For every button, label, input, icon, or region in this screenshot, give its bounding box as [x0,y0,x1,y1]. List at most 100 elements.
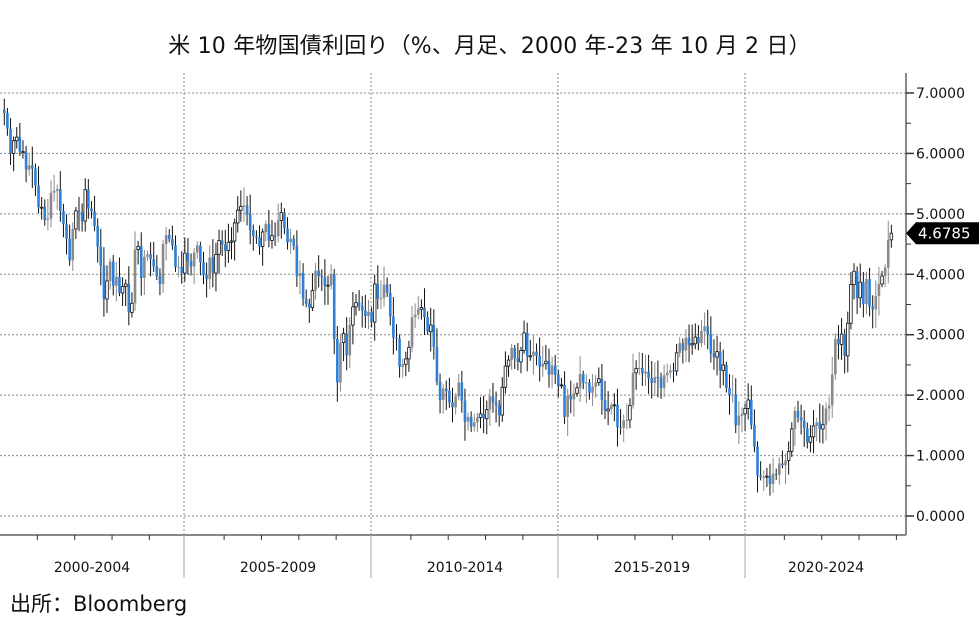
candle-body-down [65,224,68,239]
candle-body-neutral [662,375,666,388]
candle-body-neutral [466,416,470,422]
candle-body-down [102,265,106,300]
candle-body-down [650,378,653,384]
candle-body-down [9,128,12,154]
candle-body-neutral [242,205,246,207]
candle-body-neutral [637,367,641,369]
candle-body-down [99,246,103,266]
candle-body-up [351,306,355,326]
candle-body-down [308,303,311,308]
candle-body-down [837,338,840,345]
candle-body-down [152,259,155,267]
candle-body-down [68,238,71,261]
candle-body-neutral [55,189,59,191]
candle-body-down [395,337,398,339]
candle-body-up [839,333,844,345]
candle-body-down [286,228,289,243]
candle-body-neutral [49,192,53,219]
candle-body-up [83,189,87,222]
candle-body-down [672,370,675,372]
candle-body-down [681,343,685,351]
candle-body-up [372,283,377,323]
candle-body-up [239,206,243,211]
candle-body-neutral [700,331,703,344]
candle-body-down [90,208,93,212]
chart-title: 米 10 年物国債利回り（%、月足、2000 年-23 年 10 月 2 日） [168,34,811,59]
candle-body-down [438,381,442,400]
candle-body-down [59,189,62,211]
candle-body-neutral [161,244,165,284]
candle-body-up [889,232,894,241]
candle-body-down [255,236,258,238]
candle-body-neutral [367,311,370,316]
candle-body-up [404,358,408,365]
candle-body-down [855,271,859,298]
candle-body-down [469,416,473,427]
candle-body-down [301,273,305,300]
candle-body-down [127,283,131,313]
candle-body-down [155,266,159,277]
candle-body-down [756,446,759,476]
candle-body-down [491,396,495,403]
candle-body-up [214,253,218,274]
candle-body-neutral [410,317,414,348]
candle-body-down [706,326,710,335]
candle-body-neutral [329,274,333,286]
candle-body-down [205,274,208,280]
candle-body-down [547,361,551,375]
candle-body-neutral [27,165,31,170]
candle-body-down [516,358,520,362]
candle-body-down [494,402,498,405]
candle-body-neutral [578,373,582,388]
candle-body-neutral [413,314,417,318]
candle-body-neutral [457,382,461,397]
candle-body-down [273,235,277,237]
candle-body-down [202,262,205,275]
candle-body-down [317,270,320,277]
candle-body-down [513,348,517,359]
candle-body-down [588,382,591,393]
candle-body-neutral [678,343,682,353]
candle-body-up [811,425,816,438]
candle-body-neutral [572,393,576,400]
candle-body-down [199,245,202,263]
candle-body-down [223,244,227,251]
candle-body-up [544,360,548,365]
candle-body-neutral [379,297,383,299]
candle-body-down [211,257,215,274]
candle-body-down [641,367,644,374]
candle-body-neutral [46,218,50,220]
candle-body-down [336,338,339,383]
candle-body-down [709,334,713,354]
candle-body-down [376,283,380,299]
candle-body-down [781,463,784,466]
candle-body-up [808,436,813,443]
candle-body-neutral [264,224,268,232]
candle-body-neutral [731,394,734,396]
candle-body-neutral [510,348,513,361]
candle-body-neutral [585,382,588,384]
candle-body-down [557,374,560,386]
candle-body-up [786,450,791,461]
candle-body-neutral [877,283,881,297]
candle-body-up [120,285,125,294]
candle-body-down [304,299,308,304]
candle-body-neutral [834,338,837,375]
candle-body-neutral [865,279,868,304]
candle-body-down [24,151,28,170]
candle-body-neutral [476,417,479,423]
candle-body-neutral [108,261,112,281]
candle-body-down [80,212,84,222]
candle-body-up [721,364,725,371]
candle-body-down [111,261,115,286]
candle-body-neutral [195,245,199,253]
candle-body-up [123,283,128,287]
candle-body-neutral [653,377,657,384]
candle-body-up [229,240,234,243]
y-tick-label: 5.0000 [916,207,965,223]
candle-body-up [500,386,504,416]
candle-body-neutral [771,473,775,484]
candles [3,98,894,496]
x-category-label: 2020-2024 [788,560,864,576]
candle-body-neutral [276,220,280,237]
